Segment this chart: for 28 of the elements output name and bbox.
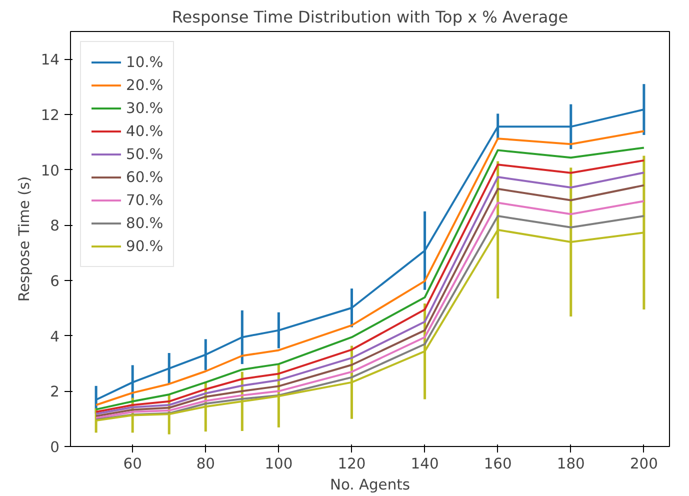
x-tick-label: 120 [338,456,366,472]
legend-label: 90.% [126,238,164,254]
chart-title: Response Time Distribution with Top x % Average [172,8,568,26]
legend-label: 30.% [126,100,164,116]
x-tick-label: 200 [630,456,658,472]
x-axis-title: No. Agents [330,476,410,494]
legend-label: 70.% [126,192,164,208]
y-tick-label: 2 [50,384,60,401]
legend-label: 50.% [126,146,164,162]
y-tick-label: 0 [50,439,60,456]
y-axis-title: Respose Time (s) [16,176,33,302]
x-tick-label: 180 [556,456,585,472]
legend-label: 20.% [126,76,164,94]
x-tick-label: 60 [123,456,142,472]
y-tick-label: 12 [40,107,60,124]
y-tick-label: 4 [50,328,60,346]
x-tick-label: 140 [410,456,439,472]
x-tick-label: 160 [484,456,512,472]
legend-label: 10.% [126,54,164,70]
legend-label: 80.% [126,214,164,232]
y-tick-label: 8 [50,218,60,235]
legend-label: 40.% [126,122,164,140]
y-tick-label: 10 [40,162,60,180]
y-tick-label: 6 [50,273,60,290]
x-tick-label: 100 [264,456,293,472]
y-tick-label: 14 [40,52,60,69]
legend-label: 60.% [126,168,164,186]
x-tick-label: 80 [196,456,215,472]
